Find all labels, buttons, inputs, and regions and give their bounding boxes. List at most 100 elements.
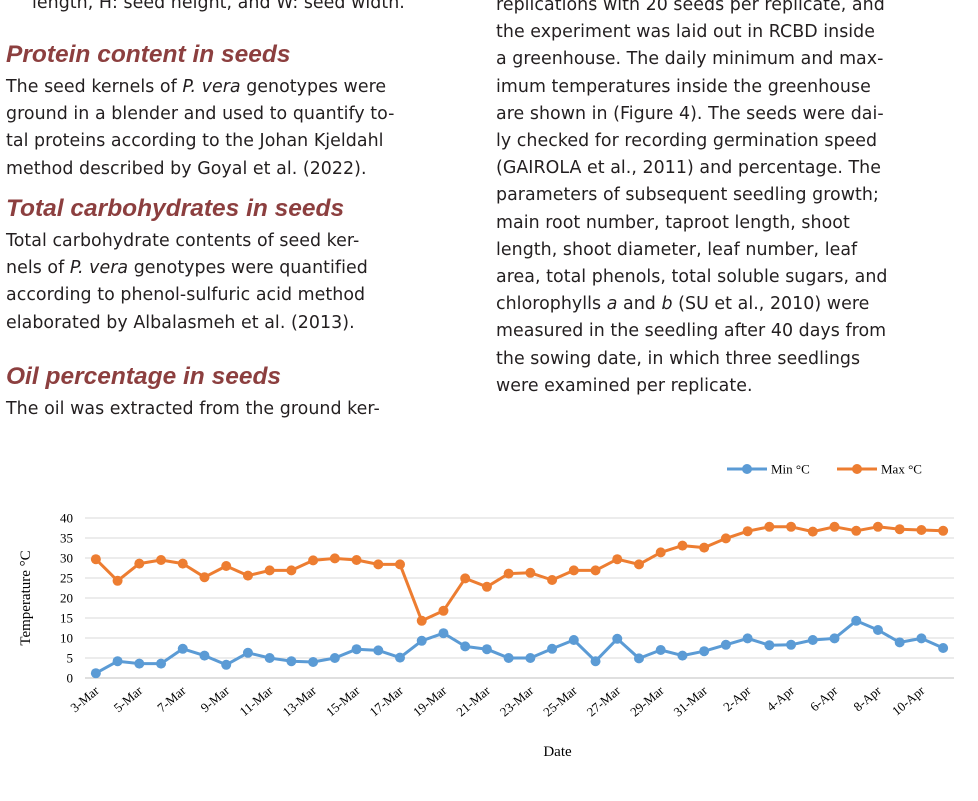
text-line: main root number, taproot length, shoot <box>496 212 850 233</box>
data-point <box>90 668 101 679</box>
data-point <box>525 567 536 578</box>
data-point <box>156 658 167 669</box>
text-line: measured in the seedling after 40 days f… <box>496 321 887 342</box>
data-point <box>872 521 883 532</box>
data-point <box>786 639 797 650</box>
data-point <box>308 657 319 667</box>
data-point <box>351 555 362 565</box>
y-tick-label: 35 <box>60 531 73 546</box>
x-tick-label: 29-Mar <box>627 682 667 719</box>
data-point <box>373 559 384 570</box>
data-point <box>829 521 840 532</box>
text-line: replications with 20 seeds per replicate… <box>496 0 885 15</box>
data-point <box>177 643 188 654</box>
data-point <box>503 653 514 663</box>
y-tick-label: 20 <box>60 591 73 606</box>
text-line: tal proteins according to the Johan Kjel… <box>6 131 384 152</box>
text-line: length, shoot diameter, leaf number, lea… <box>496 239 858 260</box>
data-point <box>481 581 492 592</box>
x-tick-label: 4-Apr <box>764 682 798 714</box>
data-point <box>547 643 558 654</box>
x-tick-label: 5-Mar <box>111 682 146 715</box>
x-tick-label: 15-Mar <box>323 682 363 719</box>
x-tick-label: 21-Mar <box>453 682 493 719</box>
data-point <box>395 559 406 570</box>
text-line: Total carbohydrate contents of seed ker- <box>6 231 360 251</box>
data-point <box>720 639 731 650</box>
y-tick-label: 30 <box>60 551 73 566</box>
text-line: the sowing date, in which three seedling… <box>496 348 861 369</box>
section-body-oil: The oil was extracted from the ground ke… <box>6 396 460 423</box>
data-point <box>308 555 319 566</box>
data-point <box>460 573 471 584</box>
data-point <box>221 561 232 571</box>
gridlines <box>85 517 954 659</box>
legend-marker <box>742 464 752 474</box>
x-tick-label: 19-Mar <box>410 682 450 719</box>
text-line: The seed kernels of P. vera genotypes we… <box>6 77 387 97</box>
y-tick-label: 40 <box>60 511 73 526</box>
data-point <box>568 565 579 576</box>
data-point <box>416 635 427 646</box>
data-point <box>199 572 210 583</box>
data-point <box>699 646 710 657</box>
axis-labels: 0 5 10 15 20 25 30 35 40 3-Mar 5-Mar 7-Mar 9-Mar 11-M… <box>18 511 928 761</box>
data-point <box>829 633 840 644</box>
x-tick-label: 9-Mar <box>198 682 233 715</box>
text-line: The oil was extracted from the ground ke… <box>6 399 380 419</box>
top-fragment: length, H: seed height, and W: seed widt… <box>32 0 405 13</box>
data-point <box>242 647 253 658</box>
data-point <box>134 658 145 669</box>
data-point <box>156 555 167 565</box>
data-point <box>938 643 949 653</box>
y-tick-label: 0 <box>67 671 74 686</box>
data-point <box>395 652 406 663</box>
text-line: according to phenol-sulfuric acid method <box>6 285 366 306</box>
x-tick-label: 10-Apr <box>889 682 928 718</box>
x-tick-label: 23-Mar <box>497 682 537 719</box>
data-point <box>329 553 340 564</box>
text-line: the experiment was laid out in RCBD insi… <box>496 22 876 43</box>
data-point <box>286 565 297 576</box>
legend-label: Max °C <box>881 462 922 477</box>
section-heading-oil: Oil percentage in seeds <box>6 363 282 390</box>
data-point <box>633 653 644 664</box>
data-point <box>503 568 514 579</box>
data-point <box>525 653 536 663</box>
text-line: imum temperatures inside the greenhouse <box>496 76 871 97</box>
data-point <box>851 525 862 536</box>
data-point <box>938 525 949 536</box>
data-point <box>894 524 905 535</box>
data-point <box>851 615 862 626</box>
text-line: were examined per replicate. <box>496 375 753 396</box>
data-point <box>264 565 275 576</box>
section-body-protein: The seed kernels of P. vera genotypes we… <box>6 74 460 183</box>
data-point <box>221 659 232 670</box>
temperature-chart: 0 5 10 15 20 25 30 35 40 3-Mar 5-Mar 7-Mar 9-Mar 11-M… <box>18 462 954 761</box>
data-point <box>699 542 710 553</box>
legend: Min °C Max °C <box>727 462 922 477</box>
data-point <box>655 547 666 558</box>
x-tick-label: 7-Mar <box>154 682 189 715</box>
section-body-carbohydrates: Total carbohydrate contents of seed ker-… <box>6 228 460 337</box>
data-point <box>373 645 384 656</box>
data-point <box>742 526 753 537</box>
data-point <box>677 650 688 661</box>
data-point <box>764 521 775 532</box>
data-point <box>786 521 797 532</box>
data-point <box>612 633 623 644</box>
data-point <box>481 644 492 655</box>
data-point <box>872 625 883 635</box>
data-point <box>112 575 123 586</box>
text-line: parameters of subsequent seedling growth… <box>496 185 879 206</box>
text-line: (GAIROLA et al., 2011) and percentage. T… <box>496 158 882 179</box>
data-point <box>677 540 688 551</box>
data-point <box>177 558 188 569</box>
data-point <box>460 641 471 652</box>
text-line: elaborated by Albalasmeh et al. (2013). <box>6 312 355 333</box>
x-axis-title: Date <box>543 744 572 760</box>
data-point <box>807 635 818 645</box>
x-tick-label: 8-Apr <box>850 682 884 714</box>
section-heading-carbohydrates: Total carbohydrates in seeds <box>6 195 345 222</box>
y-axis-title: Temperature °C <box>18 550 34 645</box>
